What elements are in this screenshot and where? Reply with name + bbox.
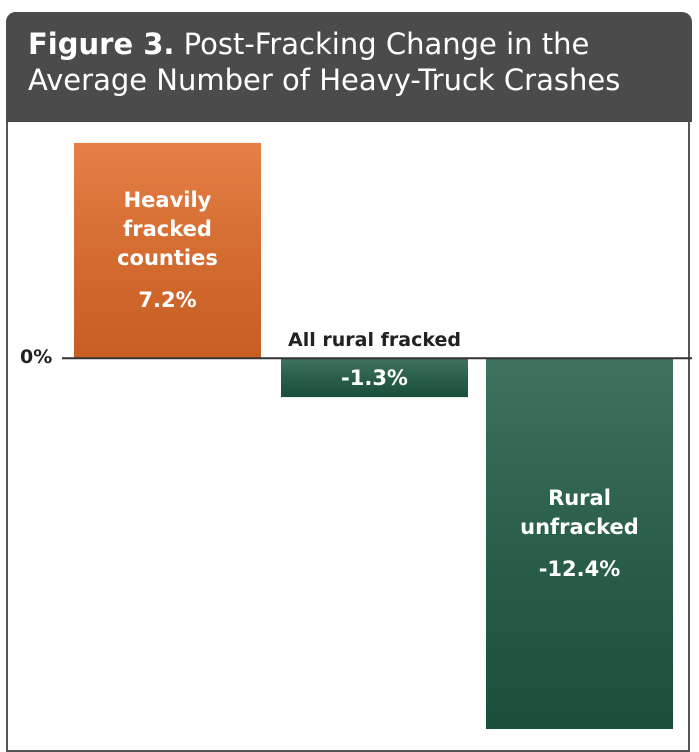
bar-shade — [486, 358, 673, 730]
figure-label: Figure 3. — [28, 27, 175, 61]
value-label: -12.4% — [538, 556, 621, 581]
value-label: 7.2% — [138, 288, 197, 313]
chart-title: Post-Fracking Change in the Average Numb… — [28, 27, 621, 97]
y-tick-label: 0% — [20, 346, 53, 369]
header: Figure 3. Post-Fracking Change in the Av… — [6, 12, 692, 122]
value-label: -1.3% — [341, 366, 408, 391]
category-label: All rural fracked — [288, 329, 461, 352]
bar-shade — [281, 358, 468, 398]
bar-shade — [74, 142, 261, 359]
category-label: Rural unfracked — [520, 485, 639, 539]
category-label: Heavily fracked counties — [117, 188, 218, 271]
